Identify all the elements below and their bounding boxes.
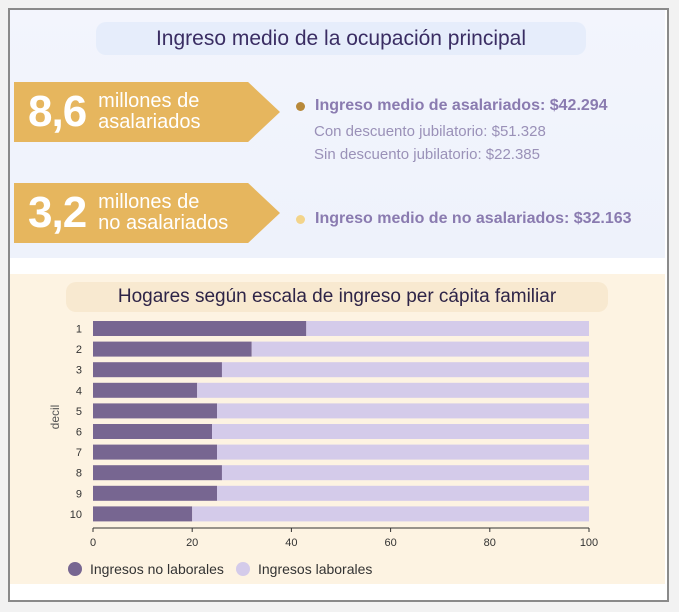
no-asalariados-number: 3,2	[28, 188, 87, 237]
asalariados-number: 8,6	[28, 87, 87, 136]
asalariados-detail-con-descuento: Con descuento jubilatorio: $51.328	[314, 123, 546, 140]
asalariados-dot-icon	[296, 101, 305, 111]
asalariados-income-headline: Ingreso medio de asalariados: $42.294	[315, 97, 608, 114]
asalariados-badge: 8,6 millones de asalariados	[14, 82, 280, 142]
asalariados-label-line2: asalariados	[98, 111, 201, 133]
legend-laborales-label: Ingresos laborales	[258, 561, 373, 577]
asalariados-label: millones de asalariados	[98, 91, 200, 133]
asalariados-detail-sin-descuento: Sin descuento jubilatorio: $22.385	[314, 146, 540, 163]
no-asalariados-label-line1: millones de	[98, 191, 200, 213]
no-asalariados-badge: 3,2 millones de no asalariados	[14, 183, 280, 243]
household-chart-panel	[10, 274, 665, 584]
no-asalariados-income-stat: Ingreso medio de no asalariados: $32.163	[296, 210, 632, 228]
legend-no-laborales: Ingresos no laborales	[68, 561, 224, 577]
legend-laborales-swatch	[236, 562, 250, 576]
legend-no-laborales-label: Ingresos no laborales	[90, 561, 224, 577]
asalariados-label-line1: millones de	[98, 90, 200, 112]
no-asalariados-income-headline: Ingreso medio de no asalariados: $32.163	[315, 210, 632, 227]
asalariados-income-stat: Ingreso medio de asalariados: $42.294	[296, 97, 608, 115]
no-asalariados-dot-icon	[296, 214, 305, 224]
legend-laborales: Ingresos laborales	[236, 561, 372, 577]
no-asalariados-label: millones de no asalariados	[98, 192, 228, 234]
no-asalariados-label-line2: no asalariados	[98, 212, 229, 234]
page-title: Ingreso medio de la ocupación principal	[96, 22, 586, 55]
legend-no-laborales-swatch	[68, 562, 82, 576]
chart-title: Hogares según escala de ingreso per cápi…	[66, 282, 608, 312]
